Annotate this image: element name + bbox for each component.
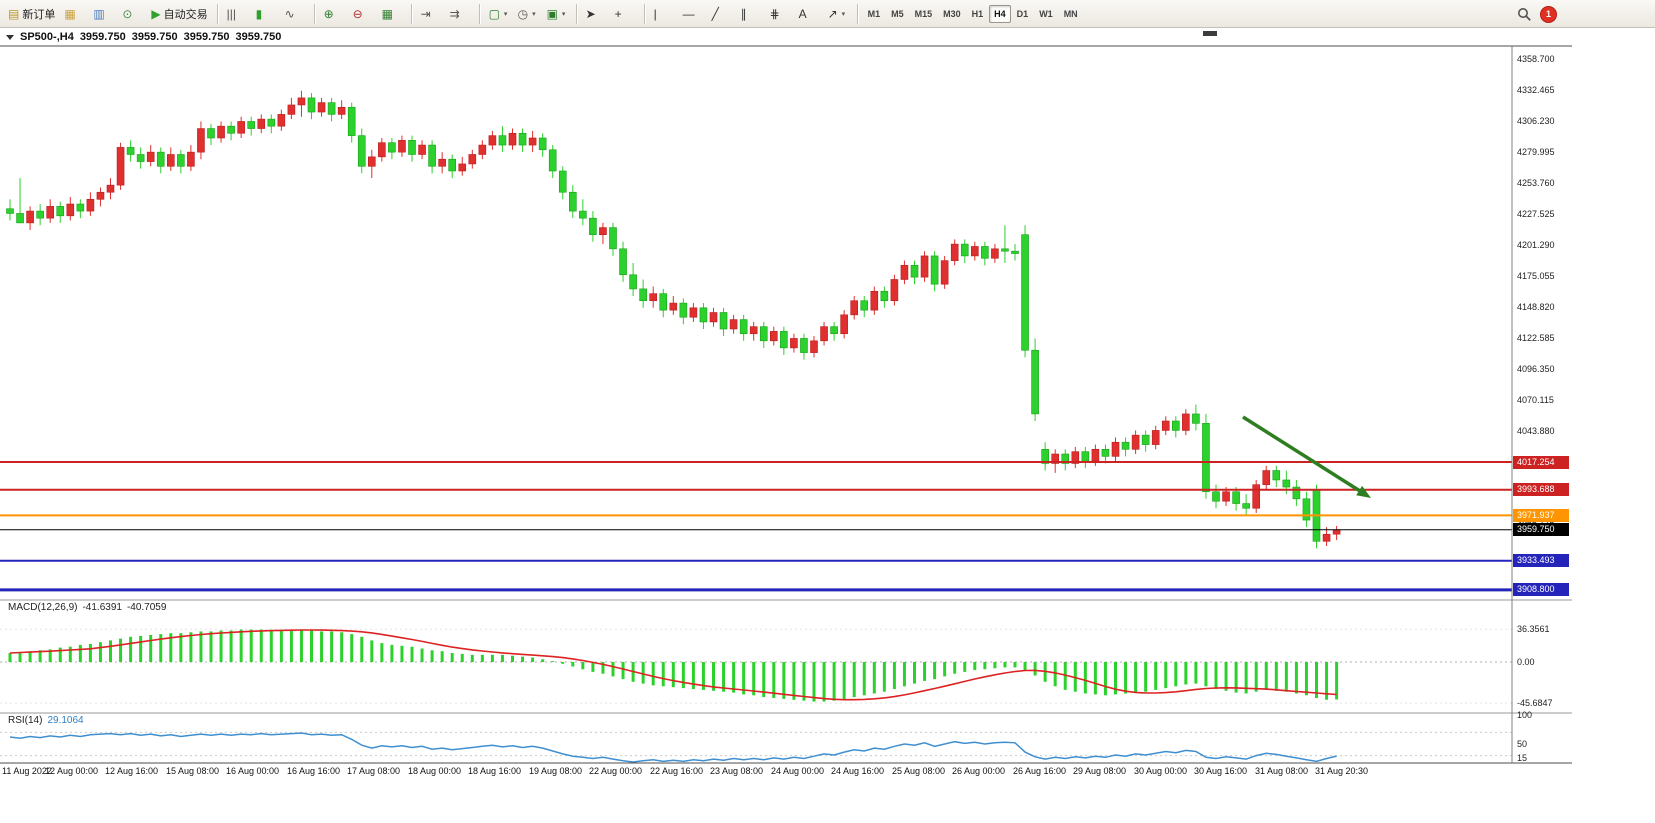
close-value: 3959.750 [235, 31, 282, 43]
timeframe-w1[interactable]: W1 [1039, 8, 1053, 19]
horizontal-line-button[interactable]: — [679, 2, 707, 26]
trendline-button[interactable]: ╱ [708, 2, 736, 26]
timeframe-m5[interactable]: M5 [891, 8, 904, 19]
bar-chart-button[interactable]: ||| [223, 2, 251, 26]
timeframe-h1[interactable]: H1 [971, 8, 984, 19]
toolbar-separator [313, 3, 315, 24]
drawn-arrow-head [1356, 485, 1371, 498]
zoom-in-button[interactable]: ⊕ [320, 2, 348, 26]
timeframe-m30[interactable]: M30 [943, 8, 961, 19]
cursor-button[interactable]: ➤ [582, 2, 610, 26]
tile-windows-icon: ▦ [381, 6, 393, 21]
macd-signal-line [9, 629, 1337, 701]
toolbar-separator [856, 3, 858, 24]
tile-windows-button[interactable]: ▦ [378, 2, 406, 26]
symbol-period-label: SP500-,H4 [20, 31, 74, 43]
candlestick-chart-button[interactable]: ▮ [252, 2, 280, 26]
drawn-arrow[interactable] [1242, 415, 1361, 492]
crosshair-button[interactable]: + [611, 2, 639, 26]
vertical-line-button[interactable]: | [650, 2, 678, 26]
profiles-icon: ▥ [93, 6, 105, 21]
chevron-down-icon[interactable]: ▾ [561, 10, 566, 18]
cursor-icon: ➤ [585, 6, 596, 21]
crosshair-icon: + [614, 6, 622, 21]
timeframe-d1[interactable]: D1 [1016, 8, 1029, 19]
new-chart-button[interactable]: ▦ [60, 2, 88, 26]
auto-trading-button-label: 自动交易 [163, 8, 208, 21]
periods-button[interactable]: ◷ ▾ [514, 2, 542, 26]
toolbar: ▤ 新订单 ▦ ▥ ⊙ ▶ 自动交易 ||| ▮ ∿ ⊕ ⊖ ▦ ⇥ ⇉ ▢ ▾ ◷ ▾ ▣ ▾ ➤ + | — ╱ ∥ ⋕ A ↗ ▾ M1… [0, 0, 1655, 28]
channel-icon: ∥ [740, 6, 747, 21]
zoom-out-icon: ⊖ [352, 6, 363, 21]
fibonacci-icon: ⋕ [769, 6, 780, 21]
candlestick-series [6, 90, 1341, 549]
macd-signal-value: -40.7059 [126, 602, 167, 613]
timeframe-h4[interactable]: H4 [989, 4, 1011, 23]
text-button[interactable]: A [795, 2, 823, 26]
text-icon: A [798, 6, 807, 21]
chevron-down-icon[interactable]: ▾ [841, 10, 846, 18]
chart-hscroll-thumb[interactable] [1203, 31, 1217, 36]
toolbar-separator [410, 3, 412, 24]
arrow-object-icon: ↗ [827, 6, 838, 21]
timeframe-m1[interactable]: M1 [867, 8, 881, 19]
trendline-icon: ╱ [711, 6, 719, 21]
toolbar-separator [478, 3, 480, 24]
new-order-button-label: 新订单 [22, 8, 56, 21]
new-window-button[interactable]: ▢ ▾ [485, 2, 513, 26]
auto-scroll-button[interactable]: ⇉ [446, 2, 474, 26]
auto-trading-button[interactable]: ▶ 自动交易 [147, 2, 211, 26]
new-order-icon: ▤ [8, 6, 20, 21]
toolbar-separator [575, 3, 577, 24]
new-window-icon: ▢ [488, 6, 500, 21]
macd-histogram [8, 629, 1339, 702]
open-value: 3959.750 [79, 31, 126, 43]
chart-shift-icon: ⇥ [420, 6, 431, 21]
template-icon: ▣ [546, 6, 558, 21]
high-value: 3959.750 [131, 31, 178, 43]
chart-ohlc-header: SP500-,H4 3959.750 3959.750 3959.750 395… [6, 31, 281, 43]
zoom-out-button[interactable]: ⊖ [349, 2, 377, 26]
horizontal-line-icon: — [682, 6, 695, 21]
market-sounds-button[interactable]: ⊙ [118, 2, 146, 26]
search-icon[interactable] [1517, 7, 1532, 22]
zoom-in-icon: ⊕ [323, 6, 334, 21]
clock-icon: ◷ [517, 6, 529, 21]
toolbar-right-cluster: 1 [1517, 0, 1557, 28]
timeframe-m15[interactable]: M15 [914, 8, 933, 19]
rsi-name: RSI(14) [8, 715, 43, 726]
auto-scroll-icon: ⇉ [449, 6, 460, 21]
timeframe-mn[interactable]: MN [1063, 8, 1078, 19]
vertical-line-icon: | [653, 6, 657, 21]
rsi-value: 29.1064 [47, 715, 84, 726]
bar-chart-icon: ||| [226, 6, 236, 21]
macd-label: MACD(12,26,9) -41.6391 -40.7059 [8, 602, 166, 613]
chevron-down-icon[interactable]: ▾ [503, 10, 508, 18]
line-chart-icon: ∿ [284, 6, 295, 21]
toolbar-separator [643, 3, 645, 24]
low-value: 3959.750 [183, 31, 230, 43]
arrows-button[interactable]: ↗ ▾ [824, 2, 852, 26]
headset-icon: ⊙ [122, 6, 133, 21]
indicators-button[interactable]: ▣ ▾ [543, 2, 571, 26]
candlestick-icon: ▮ [255, 6, 263, 21]
new-chart-icon: ▦ [64, 6, 76, 21]
rsi-line [9, 732, 1337, 763]
macd-main-value: -41.6391 [82, 602, 122, 613]
chart-shift-button[interactable]: ⇥ [417, 2, 445, 26]
chevron-down-icon[interactable]: ▾ [532, 10, 536, 18]
auto-trading-icon: ▶ [151, 6, 161, 21]
profiles-button[interactable]: ▥ [89, 2, 117, 26]
notification-badge[interactable]: 1 [1540, 5, 1557, 23]
chart-collapse-icon[interactable] [6, 34, 14, 40]
macd-name: MACD(12,26,9) [8, 602, 78, 613]
line-chart-button[interactable]: ∿ [281, 2, 309, 26]
fibonacci-button[interactable]: ⋕ [766, 2, 794, 26]
channel-button[interactable]: ∥ [737, 2, 765, 26]
new-order-button[interactable]: ▤ 新订单 [4, 2, 59, 26]
toolbar-separator [216, 3, 218, 24]
rsi-label: RSI(14) 29.1064 [8, 715, 84, 726]
